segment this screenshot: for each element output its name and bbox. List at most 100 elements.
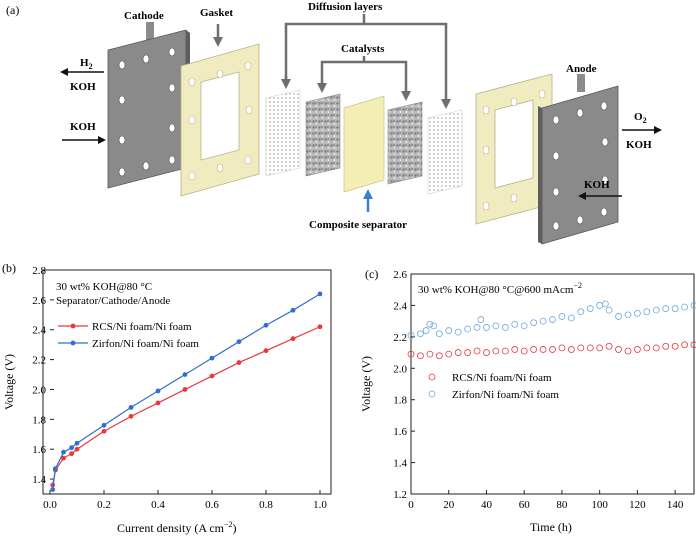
data-point	[601, 300, 609, 308]
cathode-holes	[118, 47, 176, 177]
data-point	[426, 350, 434, 358]
y-tick-label: 2.8	[32, 265, 46, 277]
panel-a-label: (a)	[6, 3, 19, 17]
data-point	[681, 341, 688, 349]
chart-b-legend: RCS/Ni foam/Ni foam Zirfon/Ni foam/Ni fo…	[58, 321, 199, 350]
data-point	[567, 314, 575, 322]
data-point	[435, 352, 443, 360]
data-point	[634, 309, 641, 317]
chart-b-panel-label: (b)	[2, 261, 16, 275]
chart-c-panel-label: (c)	[365, 267, 378, 281]
diffusion-bracket	[281, 14, 451, 109]
data-point	[290, 336, 296, 342]
data-point	[577, 308, 585, 316]
data-point	[430, 322, 438, 330]
diffusion-layers-label: Diffusion layers	[308, 1, 383, 13]
data-point	[671, 305, 679, 312]
data-point	[209, 373, 215, 379]
data-point	[690, 341, 696, 349]
data-point	[652, 306, 660, 314]
data-point	[209, 355, 215, 361]
y-tick-label: 2.0	[393, 363, 407, 375]
x-tick-label: 1.0	[313, 499, 327, 511]
cathode-gasket	[180, 43, 260, 197]
data-point	[530, 346, 538, 353]
data-point	[634, 346, 641, 353]
y-tick-label: 2.0	[32, 384, 46, 396]
chart-b: (b) 0.0 0.2 0.4 0.6 0.8 1.0 1.4 1.6 1.8 2.0 2.2 2.4…	[2, 261, 332, 535]
anode-holes	[552, 101, 609, 231]
cathode-koh-out-label: KOH	[70, 81, 96, 93]
chart-c: (c) 0 20 40 60 80 100 120 140 1.2 1.4 1.6 1.8 2.0 2.2…	[359, 267, 696, 534]
chart-b-xlabel: Current density (A cm−2)	[117, 520, 237, 535]
catalyst-anode	[387, 101, 423, 185]
chart-b-annotation-1: 30 wt% KOH@80 °C	[56, 281, 152, 293]
data-point	[549, 346, 556, 353]
data-point	[586, 305, 594, 312]
data-point	[624, 311, 632, 319]
x-tick-label: 0	[408, 499, 414, 511]
y-tick-label: 2.4	[393, 300, 407, 312]
diffusion-layer-anode	[427, 109, 463, 195]
data-point	[53, 466, 58, 472]
anode-gasket-window	[494, 99, 534, 189]
data-point	[236, 339, 242, 345]
anode-connector	[577, 74, 585, 92]
data-point	[671, 342, 679, 350]
chart-b-legend-marker-1	[70, 323, 76, 329]
chart-c-xlabel: Time (h)	[530, 520, 572, 534]
chart-c-frame	[410, 273, 695, 495]
data-point	[101, 422, 107, 428]
data-point	[624, 347, 632, 355]
data-point	[511, 320, 519, 328]
y-tick-label: 2.4	[32, 325, 46, 337]
data-point	[652, 344, 660, 352]
chart-b-legend-marker-2	[70, 340, 76, 346]
data-point	[539, 346, 547, 353]
data-point	[483, 349, 490, 356]
y-tick-label: 2.2	[32, 355, 46, 367]
chart-c-ylabel: Voltage (V)	[359, 356, 373, 412]
chart-b-series	[50, 291, 323, 492]
anode-koh-in-label: KOH	[584, 179, 610, 191]
y-tick-label: 2.2	[393, 332, 407, 344]
x-tick-label: 0.0	[43, 499, 57, 511]
h2-label: H2	[80, 57, 93, 71]
data-point	[596, 302, 604, 309]
data-point	[643, 308, 651, 316]
data-point	[317, 291, 323, 297]
data-point	[567, 346, 575, 353]
data-point	[454, 328, 462, 336]
data-point	[596, 344, 604, 352]
data-point	[520, 347, 528, 355]
data-point	[61, 449, 66, 455]
chart-b-annotation-2: Separator/Cathode/Anode	[56, 295, 170, 307]
data-point	[407, 331, 415, 339]
cathode-koh-in-label: KOH	[70, 121, 96, 133]
data-point	[558, 344, 566, 352]
series-line-1	[52, 326, 321, 486]
data-point	[426, 320, 434, 328]
data-point	[128, 413, 134, 419]
chart-c-annotation: 30 wt% KOH@80 °C@600 mAcm−2	[418, 281, 582, 296]
x-tick-label: 0.6	[205, 499, 219, 511]
anode-koh-out-label: KOH	[626, 139, 652, 151]
data-point	[615, 346, 622, 353]
x-tick-label: 100	[591, 499, 608, 511]
chart-c-ticks: 0 20 40 60 80 100 120 140 1.2 1.4 1.6 1.8 2.0 2.2 2.4 2…	[393, 269, 684, 511]
y-tick-label: 1.8	[393, 395, 407, 407]
data-point	[236, 360, 242, 365]
gasket-holes	[188, 61, 253, 181]
data-point	[128, 404, 134, 410]
data-point	[263, 322, 269, 328]
data-point	[464, 325, 472, 333]
x-tick-label: 0.2	[97, 499, 111, 511]
data-point	[501, 324, 509, 331]
data-point	[74, 440, 80, 446]
data-point	[317, 324, 323, 330]
data-point	[643, 344, 651, 352]
data-point	[483, 324, 490, 331]
data-point	[182, 387, 188, 392]
y-tick-label: 1.4	[393, 458, 407, 470]
catalyst-cathode	[305, 93, 341, 177]
